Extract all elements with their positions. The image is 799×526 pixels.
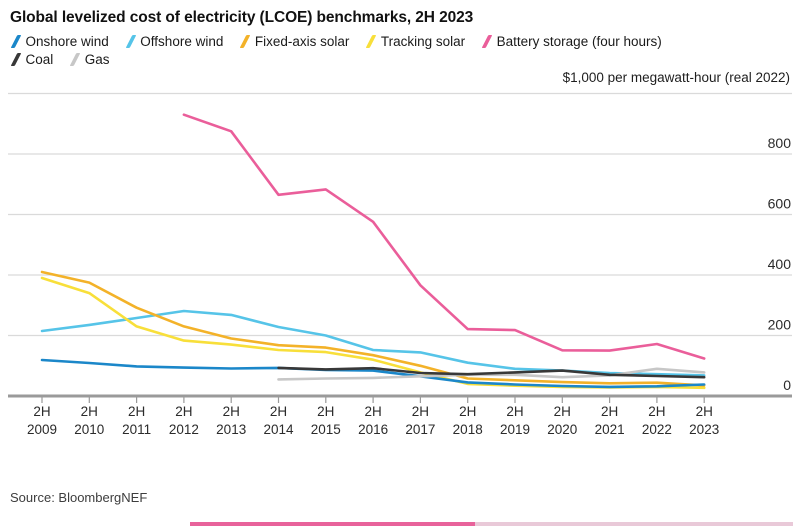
x-axis-label-2021: 2H 2021 [595, 404, 625, 437]
series-line-onshore-wind [40, 358, 706, 389]
legend-item-label: Offshore wind [140, 34, 224, 49]
legend-item-label: Gas [84, 52, 110, 67]
x-axis-label-2013: 2H 2013 [216, 404, 246, 437]
legend-slash-icon [240, 35, 251, 48]
legend-item-gas: Gas [69, 52, 110, 67]
y-axis-label-200: 200 [768, 317, 792, 333]
x-axis-label-2017: 2H 2017 [405, 404, 435, 437]
x-axis-label-2009: 2H 2009 [27, 404, 57, 437]
lcoe-line-chart: 0 200 400 600 800 2H 2009 2H 2010 2H 2011 2H 2012 2H 2… [8, 92, 792, 437]
next-chart-strip-left [190, 522, 475, 526]
y-axis-unit-label: $1,000 per megawatt-hour (real 2022) [562, 70, 790, 85]
x-axis-label-2010: 2H 2010 [74, 404, 104, 437]
chart-legend: Onshore wind Offshore wind Fixed-axis sola… [0, 27, 799, 67]
legend-slash-icon [69, 53, 81, 66]
legend-slash-icon [10, 35, 21, 48]
legend-item-label: Coal [25, 52, 54, 67]
legend-slash-icon [481, 35, 492, 48]
legend-item-battery-storage-four-hours: Battery storage (four hours) [481, 34, 662, 49]
series-line-fixed-axis-solar [40, 270, 706, 387]
series-line-gas [277, 367, 706, 381]
y-axis-label-600: 600 [768, 196, 792, 212]
y-axis-label-800: 800 [768, 135, 792, 151]
legend-item-tracking-solar: Tracking solar [365, 34, 465, 49]
y-axis-label-0: 0 [783, 377, 791, 393]
legend-item-fixed-axis-solar: Fixed-axis solar [239, 34, 349, 49]
x-axis-label-2015: 2H 2015 [311, 404, 341, 437]
x-axis-label-2011: 2H 2011 [122, 404, 151, 437]
legend-row-2: Coal Gas [10, 52, 789, 67]
page-title: Global levelized cost of electricity (LC… [10, 9, 474, 26]
legend-slash-icon [10, 53, 21, 66]
next-chart-strip-right [475, 522, 793, 526]
x-axis-label-2023: 2H 2023 [689, 404, 719, 437]
x-axis-label-2014: 2H 2014 [263, 404, 294, 437]
series-line-coal [277, 366, 706, 379]
x-axis-label-2016: 2H 2016 [358, 404, 388, 437]
x-axis-label-2020: 2H 2020 [547, 404, 577, 437]
x-axis-label-2019: 2H 2019 [500, 404, 530, 437]
source-text: Source: BloombergNEF [10, 490, 148, 505]
legend-item-label: Tracking solar [380, 34, 466, 49]
legend-slash-icon [125, 35, 136, 48]
legend-item-offshore-wind: Offshore wind [125, 34, 224, 49]
legend-item-onshore-wind: Onshore wind [10, 34, 109, 49]
x-axis-label-2012: 2H 2012 [169, 404, 199, 437]
x-axis-label-2022: 2H 2022 [642, 404, 672, 437]
legend-item-coal: Coal [10, 52, 53, 67]
legend-row-1: Onshore wind Offshore wind Fixed-axis sola… [10, 34, 789, 49]
y-axis-label-400: 400 [768, 256, 792, 272]
legend-slash-icon [366, 35, 377, 48]
x-axis-label-2018: 2H 2018 [453, 404, 483, 437]
legend-item-label: Fixed-axis solar [254, 34, 350, 49]
series-line-battery-storage-four-hours [182, 113, 706, 360]
legend-item-label: Onshore wind [25, 34, 109, 49]
legend-item-label: Battery storage (four hours) [496, 34, 662, 49]
